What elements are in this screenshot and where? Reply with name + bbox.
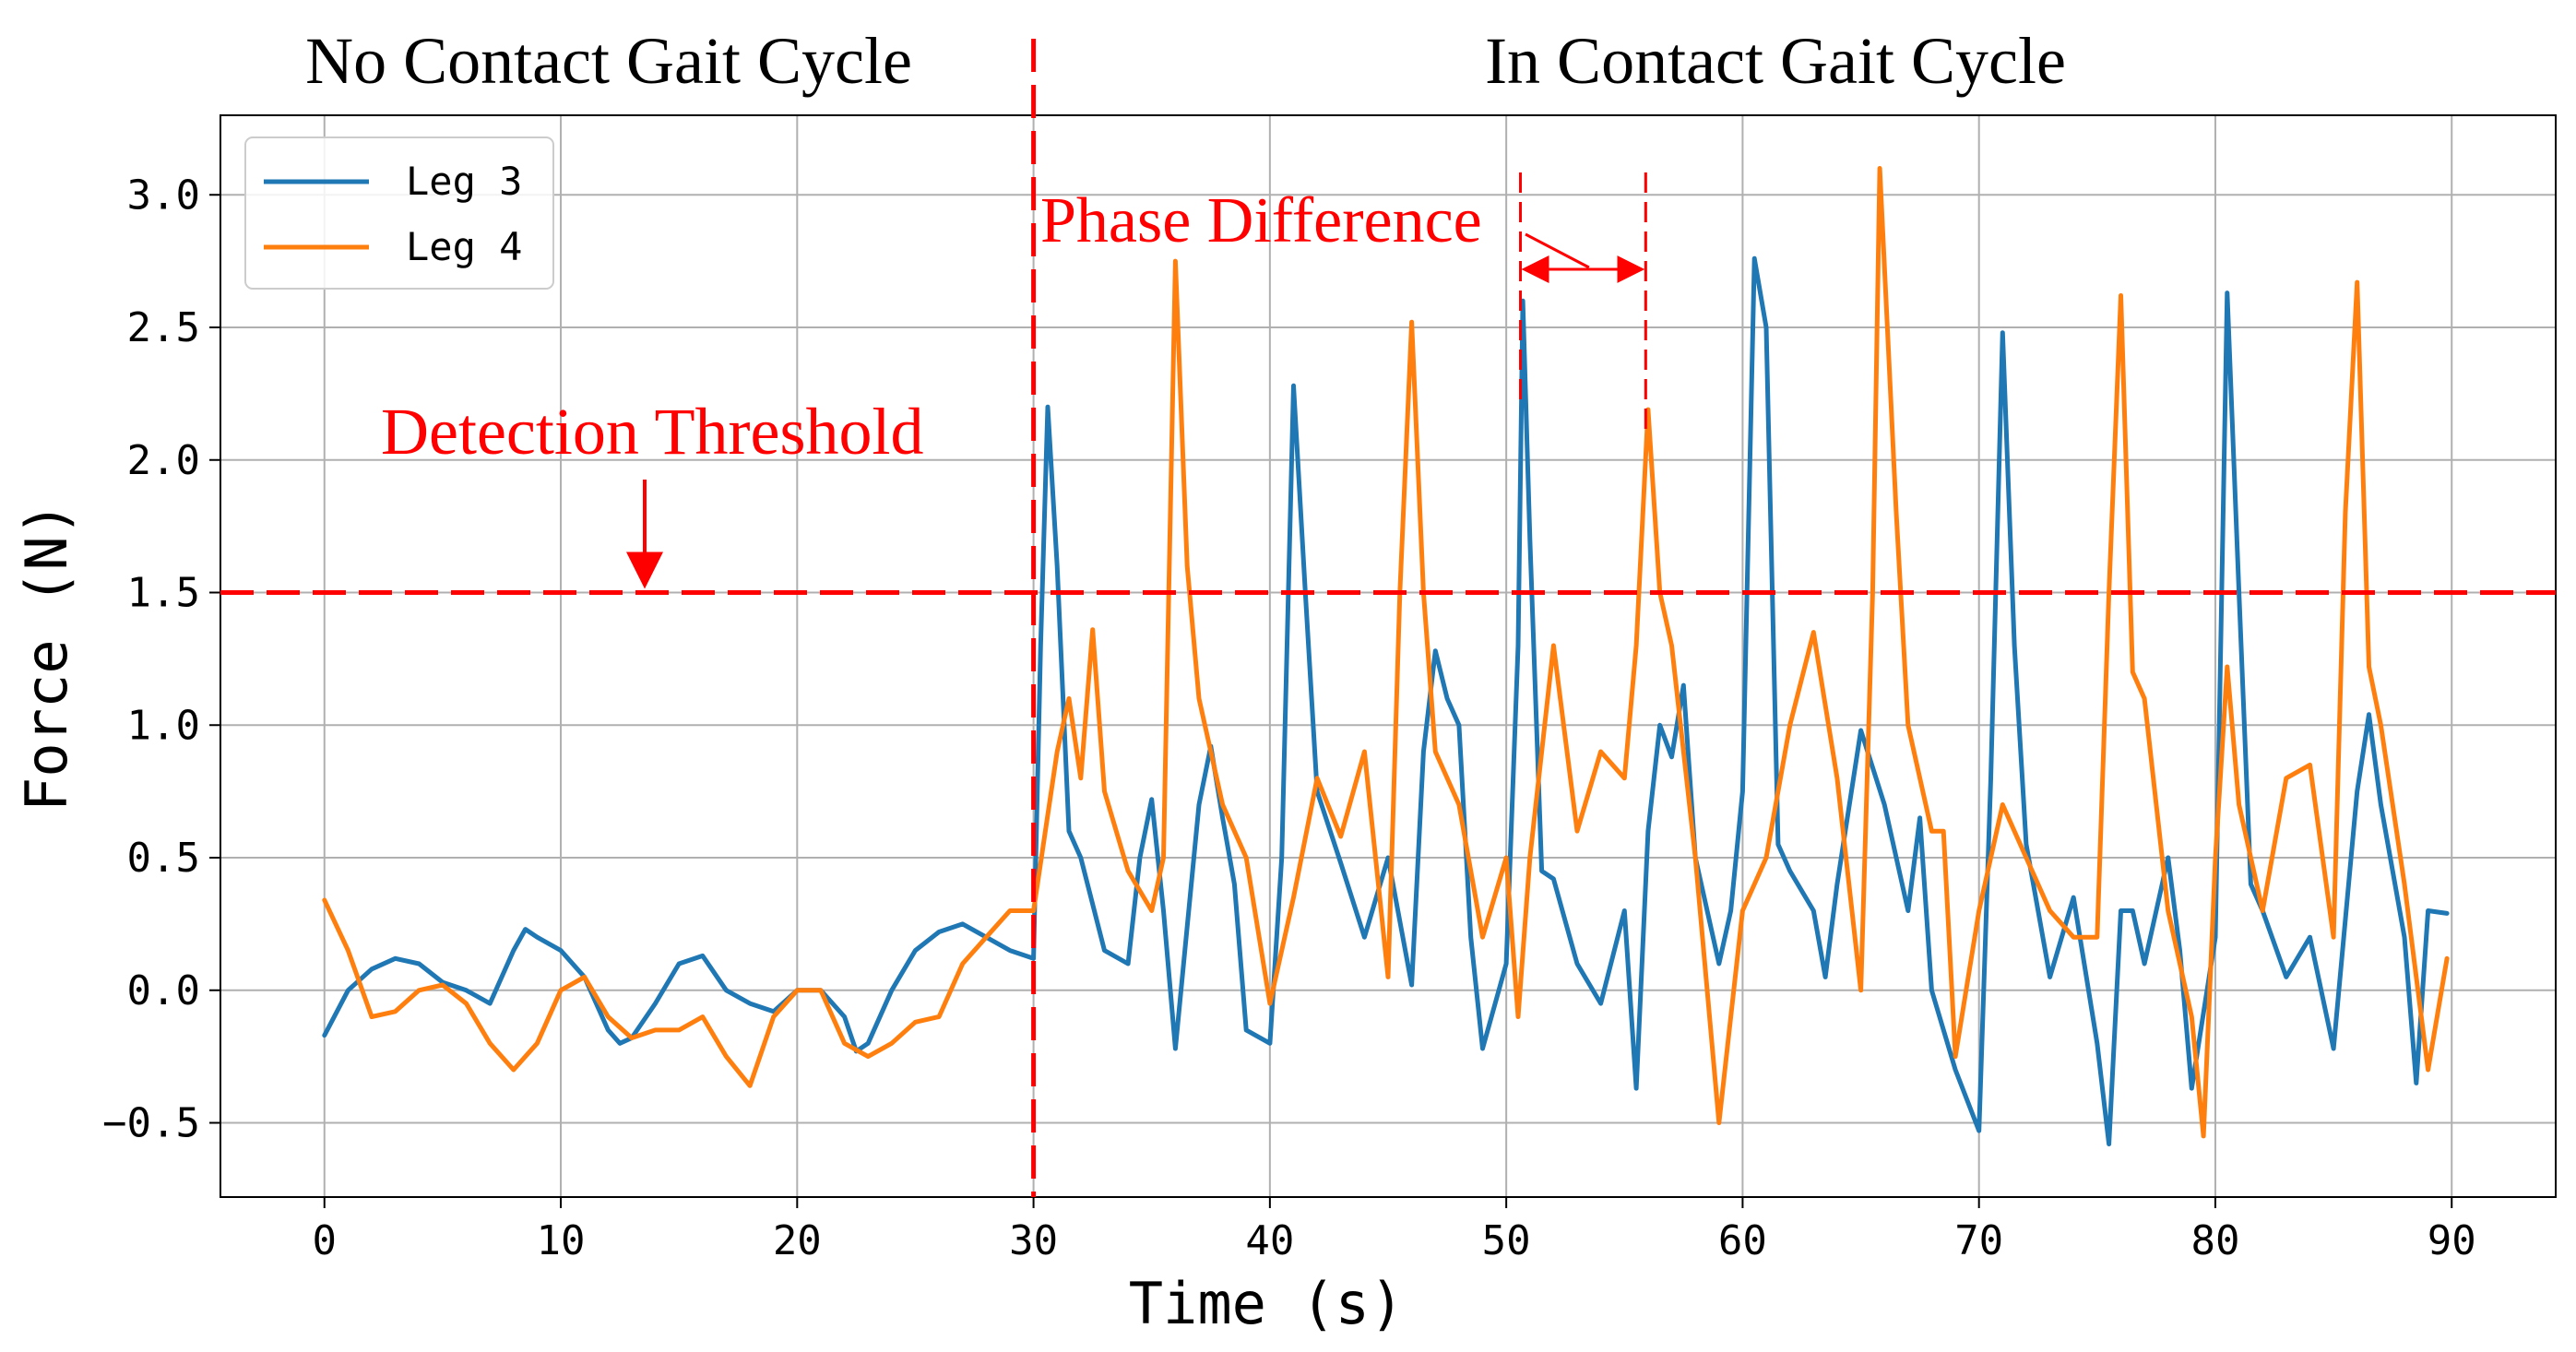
x-tick-label: 90 <box>2428 1217 2476 1264</box>
legend: Leg 3 Leg 4 <box>244 136 554 290</box>
legend-label-leg3: Leg 3 <box>406 159 522 204</box>
y-tick-label: 0.0 <box>127 967 200 1014</box>
series-group <box>322 166 2450 1146</box>
y-tick-label: 0.5 <box>127 835 200 882</box>
plot-frame <box>220 114 2557 1198</box>
x-ticks: 0 10 20 30 40 50 60 70 80 90 <box>313 1197 2476 1264</box>
phase-difference-label: Phase Difference <box>1040 185 1482 256</box>
legend-box <box>244 136 554 290</box>
y-tick-label: 2.0 <box>127 437 200 484</box>
phase-label-pointer <box>1525 232 1590 269</box>
left-section-title: No Contact Gait Cycle <box>305 24 912 98</box>
x-tick-label: 80 <box>2190 1217 2239 1264</box>
y-tick-label: 3.0 <box>127 172 200 219</box>
x-tick-label: 10 <box>537 1217 586 1264</box>
x-tick-label: 20 <box>773 1217 822 1264</box>
y-tick-label: 1.5 <box>127 570 200 617</box>
right-section-title: In Contact Gait Cycle <box>1485 24 2066 98</box>
y-tick-label: 1.0 <box>127 702 200 749</box>
x-axis-label: Time (s) <box>1129 1270 1405 1337</box>
grid <box>220 115 2556 1197</box>
x-tick-label: 50 <box>1482 1217 1531 1264</box>
threshold-label: Detection Threshold <box>381 395 924 468</box>
x-tick-label: 60 <box>1718 1217 1767 1264</box>
y-axis-label: Force (N) <box>13 502 80 812</box>
x-tick-label: 30 <box>1009 1217 1058 1264</box>
annotations: No Contact Gait Cycle In Contact Gait Cy… <box>220 24 2556 1197</box>
legend-label-leg4: Leg 4 <box>406 224 522 269</box>
series-line-leg4 <box>322 166 2450 1139</box>
x-tick-label: 70 <box>1954 1217 2003 1264</box>
x-tick-label: 0 <box>313 1217 338 1264</box>
series-line-leg3 <box>322 255 2450 1146</box>
y-ticks: −0.5 0.0 0.5 1.0 1.5 2.0 2.5 3.0 <box>102 172 220 1147</box>
y-tick-label: −0.5 <box>102 1100 200 1147</box>
x-tick-label: 40 <box>1245 1217 1294 1264</box>
y-tick-label: 2.5 <box>127 304 200 351</box>
